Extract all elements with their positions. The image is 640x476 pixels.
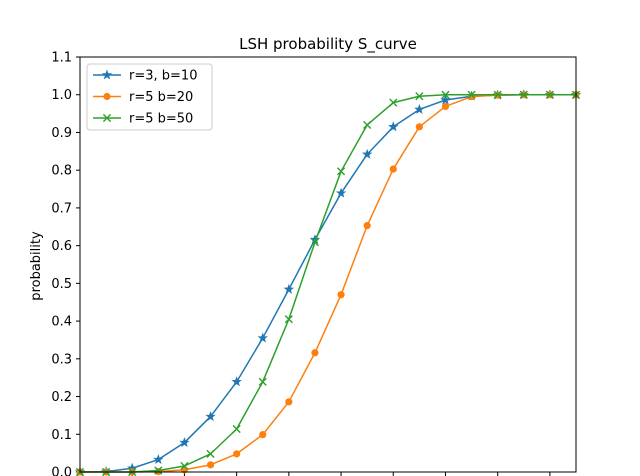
- series-1-point: [179, 437, 190, 447]
- y-tick-label: 0.3: [51, 352, 72, 367]
- y-axis-label: probability: [29, 231, 44, 301]
- series-3-point: [493, 90, 502, 99]
- series-1-point: [231, 376, 242, 387]
- legend-marker-2: [103, 92, 111, 101]
- legend-label-2: r=5 b=20: [129, 90, 193, 105]
- legend-label-3: r=5 b=50: [129, 112, 193, 127]
- y-tick-label: 0.6: [51, 239, 72, 254]
- y-tick-label: 0.1: [51, 428, 72, 443]
- series-1-point: [335, 187, 347, 198]
- y-tick-label: 1.0: [51, 88, 72, 103]
- legend-box: [86, 63, 213, 131]
- series-line-2: [80, 93, 576, 473]
- series-2-point: [285, 398, 293, 406]
- series-line-1: [79, 93, 576, 473]
- series-3-point: [545, 90, 554, 99]
- series-3-point: [415, 92, 424, 101]
- series-2-point: [363, 222, 371, 230]
- series-1-point: [440, 94, 451, 105]
- series-3-point: [363, 120, 372, 130]
- series-3-point: [441, 90, 450, 99]
- series-1-point: [205, 411, 216, 421]
- series-line-3: [80, 93, 576, 473]
- series-1-point: [257, 332, 268, 343]
- y-tick-label: 0.4: [51, 315, 72, 330]
- legend-marker-1: [101, 69, 113, 80]
- series-3-point: [310, 238, 320, 247]
- series-3-point: [232, 424, 241, 434]
- series-3-point: [206, 449, 215, 458]
- series-3-point: [154, 466, 163, 475]
- series-2-point: [311, 349, 319, 357]
- series-1-point: [283, 283, 295, 294]
- y-tick-label: 0.5: [51, 277, 72, 292]
- series-1-point: [414, 103, 425, 114]
- legend: r=3, b=10 r=5 b=20 r=5 b=50: [86, 63, 213, 131]
- series-1-point: [153, 454, 164, 464]
- y-tick-label: 0.2: [51, 390, 72, 405]
- chart-title: LSH probability S_curve: [239, 35, 417, 54]
- axes-frame: [79, 56, 577, 473]
- y-tick-label: 0.0: [51, 466, 72, 476]
- y-tick-label: 1.1: [51, 51, 72, 66]
- series-1-point: [361, 148, 373, 159]
- series-1-point: [388, 121, 399, 132]
- series-2-point: [415, 123, 423, 131]
- series-2-point: [206, 461, 215, 469]
- legend-marker-3: [102, 113, 112, 123]
- series-3-point: [258, 377, 267, 386]
- series-2-point: [389, 165, 397, 173]
- series-3-point: [336, 167, 346, 176]
- series-2-point: [259, 431, 267, 439]
- y-tick-label: 0.7: [51, 201, 72, 216]
- series-3-point: [180, 461, 189, 471]
- series-3-point: [284, 315, 293, 324]
- series-3-point: [389, 98, 398, 107]
- y-tick-label: 0.9: [51, 126, 72, 141]
- series-2-point: [337, 291, 345, 299]
- legend-label-1: r=3, b=10: [129, 69, 197, 84]
- series-2-point: [441, 102, 450, 111]
- series-2-point: [233, 450, 241, 458]
- series-3-point: [519, 90, 528, 99]
- series-3-point: [467, 90, 476, 99]
- y-tick-label: 0.8: [51, 164, 72, 179]
- plot-area: 0.0 0.1 0.2 0.3 0.4 0.5 0.6 0.7 0.8 0.9 1.0 1.1: [51, 51, 582, 476]
